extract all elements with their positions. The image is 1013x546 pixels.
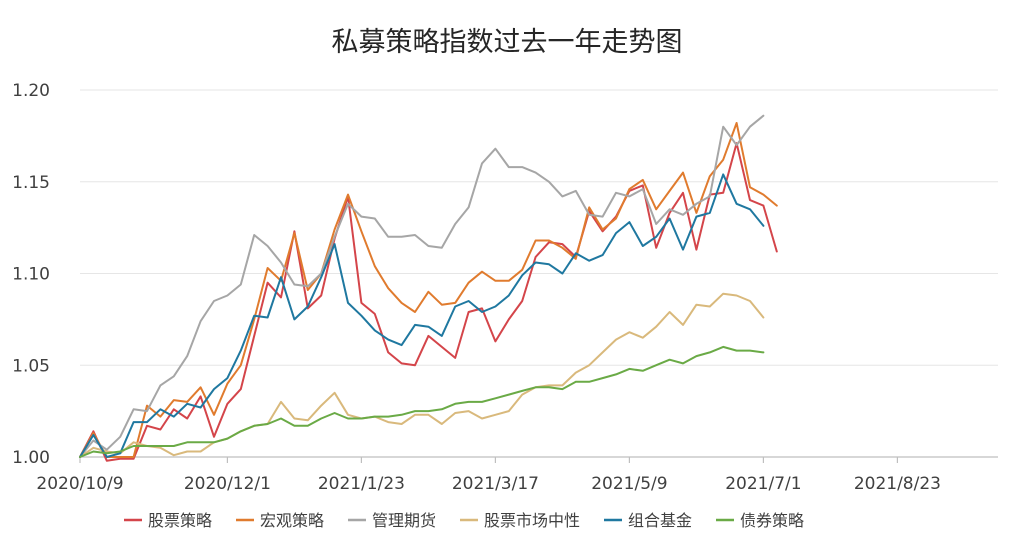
y-axis-tick-labels: 1.00 1.05 1.10 1.15 1.20 bbox=[12, 81, 50, 468]
series-lines bbox=[79, 114, 778, 462]
x-tick-label: 2021/7/1 bbox=[725, 474, 801, 494]
series-line bbox=[79, 345, 765, 458]
x-tick-label: 2021/8/23 bbox=[854, 474, 941, 494]
legend-label: 股票市场中性 bbox=[484, 511, 580, 530]
x-tick-label: 2020/10/9 bbox=[36, 474, 123, 494]
legend-label: 宏观策略 bbox=[260, 511, 324, 530]
series-line bbox=[79, 122, 778, 458]
x-tick-label: 2020/12/1 bbox=[184, 474, 271, 494]
series-line bbox=[79, 173, 765, 458]
legend-label: 管理期货 bbox=[372, 511, 436, 530]
x-axis: 2020/10/9 2020/12/1 2021/1/23 2021/3/17 2021… bbox=[36, 456, 998, 494]
x-tick-label: 2021/1/23 bbox=[318, 474, 405, 494]
x-tick-label: 2021/5/9 bbox=[591, 474, 667, 494]
legend-label: 组合基金 bbox=[628, 511, 692, 530]
legend: 股票策略 宏观策略 管理期货 股票市场中性 组合基金 债券策略 bbox=[124, 511, 804, 530]
y-tick-label: 1.05 bbox=[12, 356, 50, 376]
x-tick-label: 2021/3/17 bbox=[452, 474, 539, 494]
series-line bbox=[79, 114, 765, 458]
series-line bbox=[79, 142, 778, 462]
legend-label: 债券策略 bbox=[740, 511, 804, 530]
y-tick-label: 1.00 bbox=[12, 448, 50, 468]
series-line bbox=[79, 292, 765, 458]
y-tick-label: 1.20 bbox=[12, 81, 50, 101]
y-tick-label: 1.10 bbox=[12, 265, 50, 285]
y-tick-label: 1.15 bbox=[12, 173, 50, 193]
chart-title: 私募策略指数过去一年走势图 bbox=[332, 27, 683, 58]
legend-label: 股票策略 bbox=[148, 511, 212, 530]
